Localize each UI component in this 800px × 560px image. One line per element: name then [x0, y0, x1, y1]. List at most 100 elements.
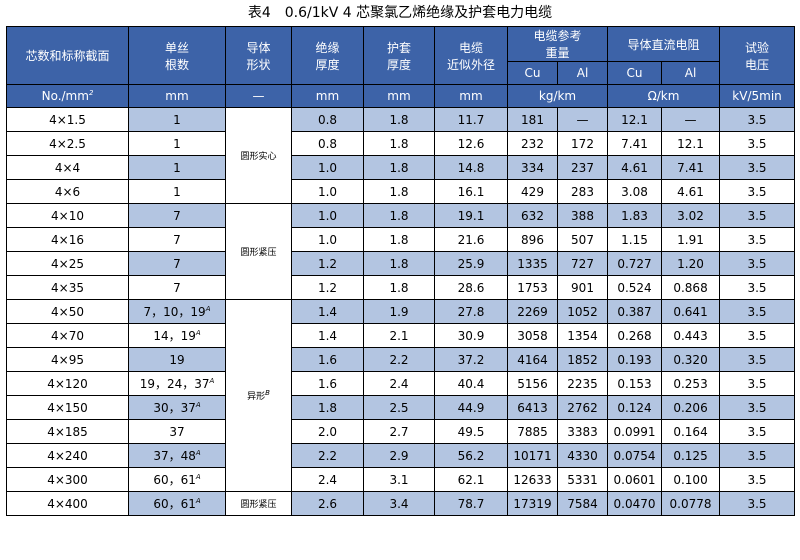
- cell-resistance-al: 0.0778: [661, 491, 721, 516]
- unit-insulation: mm: [291, 84, 364, 108]
- cell-resistance-cu: 0.0601: [607, 467, 663, 492]
- table-row: 4×185 37 2.0 2.7 49.5 7885 3383 0.0991 0.164 3.5: [6, 419, 796, 444]
- cell-weight-al: 2235: [556, 371, 609, 396]
- table-row: 4×25 7 1.2 1.8 25.9 1335 727 0.727 1.20 3.5: [6, 251, 796, 276]
- cell-weight-cu: 12633: [507, 467, 558, 492]
- cell-conductor-shape: 圆形紧压: [225, 203, 292, 300]
- cell-wires: 1: [128, 107, 226, 132]
- cell-wires-value: 1: [173, 112, 181, 127]
- cell-test-voltage: 3.5: [719, 179, 796, 204]
- conductor-shape-label: 圆形紧压: [240, 248, 277, 258]
- cell-weight-al: 2762: [556, 395, 609, 420]
- cell-resistance-al: 7.41: [661, 155, 721, 180]
- cell-wires: 30，37A: [128, 395, 226, 420]
- cell-size: 4×185: [6, 419, 129, 444]
- cell-size: 4×10: [6, 203, 129, 228]
- cell-wires-value: 7: [173, 256, 181, 271]
- cell-insulation: 1.6: [291, 347, 364, 372]
- table-row: 4×95 19 1.6 2.2 37.2 4164 1852 0.193 0.320 3.5: [6, 347, 796, 372]
- cell-outer-diameter: 11.7: [434, 107, 508, 132]
- cell-resistance-cu: 12.1: [607, 107, 663, 132]
- cell-wires: 7，10，19A: [128, 299, 226, 324]
- cell-size: 4×120: [6, 371, 129, 396]
- cell-test-voltage: 3.5: [719, 155, 796, 180]
- header-test-voltage: 试验 电压: [719, 26, 796, 85]
- cell-insulation: 1.2: [291, 251, 364, 276]
- cell-resistance-al: 0.443: [661, 323, 721, 348]
- footnote-marker: A: [195, 449, 201, 457]
- conductor-shape-label: 异形: [247, 392, 266, 402]
- table-row: 4×2.5 1 0.8 1.8 12.6 232 172 7.41 12.1 3.5: [6, 131, 796, 156]
- cell-sheath: 1.8: [363, 107, 435, 132]
- cell-insulation: 2.0: [291, 419, 364, 444]
- cell-resistance-al: 1.20: [661, 251, 721, 276]
- table-row: 4×300 60，61A 2.4 3.1 62.1 12633 5331 0.0601 0.10…: [6, 467, 796, 492]
- cell-sheath: 3.4: [363, 491, 435, 516]
- cell-resistance-al: 4.61: [661, 179, 721, 204]
- cell-wires-value: 1: [173, 136, 181, 151]
- cell-resistance-cu: 3.08: [607, 179, 663, 204]
- footnote-marker: A: [195, 473, 201, 481]
- cell-wires: 1: [128, 155, 226, 180]
- cell-wires: 7: [128, 251, 226, 276]
- cell-wires: 1: [128, 131, 226, 156]
- unit-outer-diameter: mm: [434, 84, 508, 108]
- cell-weight-cu: 4164: [507, 347, 558, 372]
- cell-wires-value: 7，10，19: [143, 305, 206, 319]
- header-outer-diameter: 电缆 近似外径: [434, 26, 508, 85]
- cell-resistance-cu: 0.153: [607, 371, 663, 396]
- cell-sheath: 1.8: [363, 179, 435, 204]
- cell-outer-diameter: 12.6: [434, 131, 508, 156]
- cell-resistance-cu: 0.124: [607, 395, 663, 420]
- cell-sheath: 1.8: [363, 275, 435, 300]
- cell-outer-diameter: 30.9: [434, 323, 508, 348]
- cell-test-voltage: 3.5: [719, 227, 796, 252]
- cell-resistance-al: 3.02: [661, 203, 721, 228]
- cell-size: 4×6: [6, 179, 129, 204]
- cell-wires-value: 1: [173, 160, 181, 175]
- cell-sheath: 2.1: [363, 323, 435, 348]
- cell-resistance-al: 0.100: [661, 467, 721, 492]
- cell-outer-diameter: 56.2: [434, 443, 508, 468]
- footnote-marker: A: [195, 329, 201, 337]
- cell-test-voltage: 3.5: [719, 251, 796, 276]
- table-row: 4×150 30，37A 1.8 2.5 44.9 6413 2762 0.124 0.206 3…: [6, 395, 796, 420]
- cell-wires-value: 7: [173, 208, 181, 223]
- table-row: 4×400 60，61A 圆形紧压 2.6 3.4 78.7 17319 7584 0.0470…: [6, 491, 796, 516]
- cell-weight-cu: 3058: [507, 323, 558, 348]
- cell-weight-cu: 896: [507, 227, 558, 252]
- cell-resistance-al: 0.320: [661, 347, 721, 372]
- cell-weight-al: 388: [556, 203, 609, 228]
- cell-insulation: 1.4: [291, 299, 364, 324]
- cell-outer-diameter: 21.6: [434, 227, 508, 252]
- cell-insulation: 2.6: [291, 491, 364, 516]
- cell-wires-value: 37，48: [153, 449, 196, 463]
- cell-resistance-al: 0.641: [661, 299, 721, 324]
- cell-size: 4×35: [6, 275, 129, 300]
- cell-resistance-cu: 0.0991: [607, 419, 663, 444]
- cell-outer-diameter: 78.7: [434, 491, 508, 516]
- cell-outer-diameter: 27.8: [434, 299, 508, 324]
- cell-test-voltage: 3.5: [719, 299, 796, 324]
- cell-sheath: 2.7: [363, 419, 435, 444]
- cell-weight-cu: 5156: [507, 371, 558, 396]
- cell-resistance-al: 0.868: [661, 275, 721, 300]
- header-wires: 单丝 根数: [128, 26, 226, 85]
- footnote-marker: A: [195, 497, 201, 505]
- cell-size: 4×70: [6, 323, 129, 348]
- cell-conductor-shape: 圆形实心: [225, 107, 292, 204]
- table-title: 表4 0.6/1kV 4 芯聚氯乙烯绝缘及护套电力电缆: [247, 5, 553, 21]
- cable-spec-table: 芯数和标称截面 单丝 根数 导体 形状 绝缘 厚度 护套 厚度 电缆 近似外径 电缆参考重…: [6, 26, 796, 516]
- unit-size: No./mm2: [6, 84, 129, 108]
- header-resistance-al: Al: [661, 61, 721, 85]
- cell-resistance-cu: 1.15: [607, 227, 663, 252]
- cell-test-voltage: 3.5: [719, 131, 796, 156]
- cell-size: 4×95: [6, 347, 129, 372]
- cell-resistance-al: 0.253: [661, 371, 721, 396]
- cell-wires: 19: [128, 347, 226, 372]
- cell-resistance-al: 12.1: [661, 131, 721, 156]
- cell-resistance-cu: 0.387: [607, 299, 663, 324]
- cell-sheath: 2.5: [363, 395, 435, 420]
- cell-outer-diameter: 28.6: [434, 275, 508, 300]
- cell-resistance-cu: 0.268: [607, 323, 663, 348]
